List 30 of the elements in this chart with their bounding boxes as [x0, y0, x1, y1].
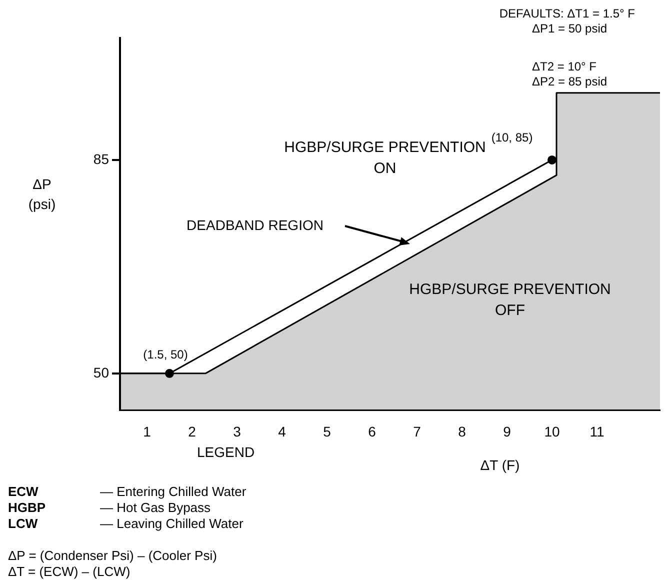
- x-tick-label: 7: [413, 423, 422, 440]
- x-tick-label: 11: [590, 423, 604, 440]
- annotation: (10, 85): [491, 130, 533, 144]
- annotation: ΔP2 = 85 psid: [532, 74, 608, 88]
- annotation: (1.5, 50): [143, 348, 188, 362]
- text: DEFAULTS: ΔT1 = 1.5° F: [499, 6, 635, 20]
- text: ECW — Entering Chilled Water: [8, 484, 246, 499]
- x-tick-label: 8: [458, 423, 466, 440]
- x-tick-label: 6: [368, 423, 376, 440]
- x-tick-label: 4: [278, 423, 286, 440]
- annotation: DEADBAND REGION: [186, 216, 324, 233]
- x-tick-label: 1: [143, 423, 152, 440]
- text: LEGEND: [197, 444, 255, 460]
- x-tick-label: 3: [233, 423, 242, 440]
- x-tick-label: 9: [503, 423, 512, 440]
- text: ΔP = (Condenser Psi) – (Cooler Psi): [8, 548, 217, 563]
- x-axis-title: ΔT (F): [480, 456, 520, 473]
- text: ΔT = (ECW) – (LCW): [8, 564, 130, 579]
- annotation: ΔT2 = 10° F: [532, 59, 597, 74]
- text: LCW — Leaving Chilled Water: [8, 516, 244, 531]
- annotation: HGBP/SURGE PREVENTION ON: [284, 139, 486, 178]
- y-axis-title: ΔP (psi): [28, 176, 56, 212]
- x-tick-label: 10: [544, 423, 560, 440]
- annotation: HGBP/SURGE PREVENTION OFF: [409, 281, 611, 320]
- text: HGBP — Hot Gas Bypass: [8, 500, 211, 515]
- x-tick-label: 5: [323, 423, 332, 440]
- text: ΔP1 = 50 psid: [532, 21, 608, 36]
- y-tick-label: 85: [93, 150, 110, 167]
- x-tick-label: 2: [188, 423, 196, 440]
- y-tick-label: 50: [93, 364, 110, 380]
